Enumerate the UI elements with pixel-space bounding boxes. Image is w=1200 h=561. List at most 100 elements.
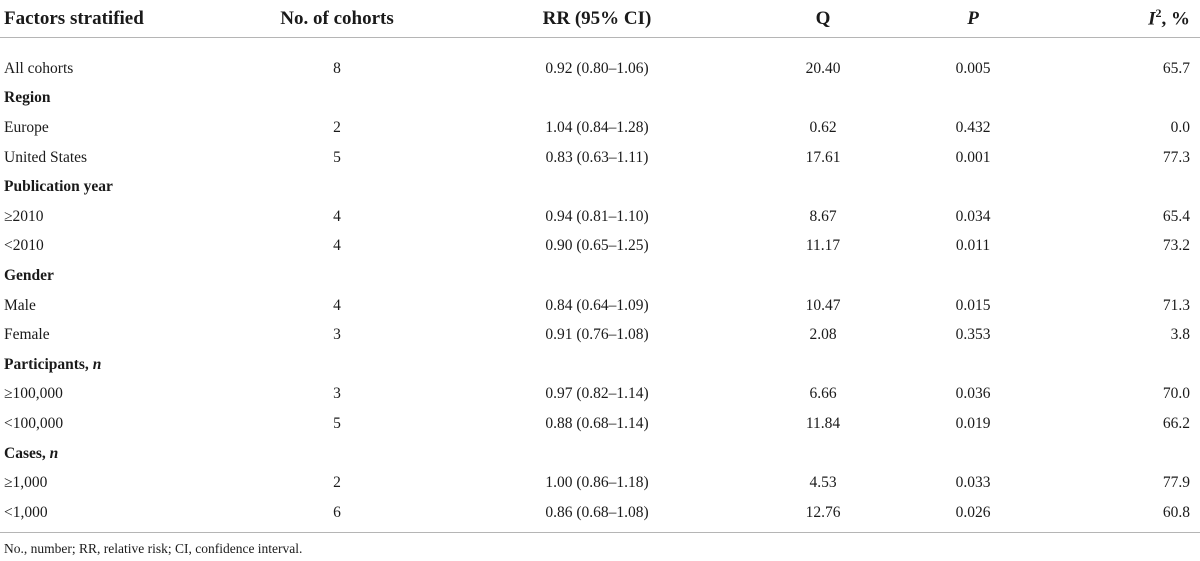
p-cell: 0.353 <box>955 326 991 344</box>
group-label-text: Gender <box>4 266 54 284</box>
rr-cell: 0.84 (0.64–1.09) <box>545 296 649 314</box>
table-row: Female 3 0.91 (0.76–1.08) 2.08 0.353 3.8 <box>0 320 1200 350</box>
table-body: All cohorts 8 0.92 (0.80–1.06) 20.40 0.005 65… <box>0 38 1200 528</box>
header-i2-letter: I <box>1148 8 1156 30</box>
cohorts-cell: 4 <box>333 237 341 255</box>
group-header-row: Publication year <box>0 172 1200 202</box>
table-row: <2010 4 0.90 (0.65–1.25) 11.17 0.011 73.2 <box>0 232 1200 262</box>
cohorts-cell: 5 <box>333 148 341 166</box>
p-cell: 0.015 <box>955 296 991 314</box>
row-label: <2010 <box>4 237 44 255</box>
p-cell: 0.034 <box>955 207 991 225</box>
p-cell: 0.026 <box>955 503 991 521</box>
table-footnote: No., number; RR, relative risk; CI, conf… <box>4 541 303 556</box>
p-cell: 0.005 <box>955 59 991 77</box>
i2-cell: 71.3 <box>1162 296 1190 314</box>
rr-cell: 0.94 (0.81–1.10) <box>545 207 649 225</box>
group-label-text: Cases, <box>4 444 50 462</box>
cohorts-cell: 3 <box>333 326 341 344</box>
group-label: Gender <box>0 261 1200 291</box>
group-header-row: Cases, n <box>0 439 1200 469</box>
group-label: Cases, n <box>0 439 1200 469</box>
group-header-row: Participants, n <box>0 350 1200 380</box>
row-label: <100,000 <box>4 414 64 432</box>
row-label: Male <box>4 296 36 314</box>
row-label: Europe <box>4 118 49 136</box>
header-p: P <box>898 0 1048 38</box>
table-row: <1,000 6 0.86 (0.68–1.08) 12.76 0.026 60.8 <box>0 498 1200 528</box>
q-cell: 11.84 <box>805 414 841 432</box>
i2-cell: 60.8 <box>1162 503 1190 521</box>
rr-cell: 1.04 (0.84–1.28) <box>545 118 649 136</box>
table-row: ≥1,000 2 1.00 (0.86–1.18) 4.53 0.033 77.9 <box>0 468 1200 498</box>
q-cell: 8.67 <box>809 207 837 225</box>
header-i2-sup: 2 <box>1155 6 1162 21</box>
cohorts-cell: 8 <box>333 59 341 77</box>
i2-cell: 3.8 <box>1170 326 1190 344</box>
p-cell: 0.432 <box>955 118 991 136</box>
group-label: Publication year <box>0 172 1200 202</box>
i2-cell: 70.0 <box>1162 385 1190 403</box>
header-i2: I2, % <box>1048 0 1200 38</box>
row-label: <1,000 <box>4 503 48 521</box>
q-cell: 4.53 <box>809 474 837 492</box>
group-label-text: Publication year <box>4 178 113 196</box>
i2-cell: 73.2 <box>1162 237 1190 255</box>
stratified-analysis-table: Factors stratified No. of cohorts RR (95… <box>0 0 1200 528</box>
q-cell: 11.17 <box>805 237 841 255</box>
group-label: Region <box>0 84 1200 114</box>
q-cell: 20.40 <box>805 59 841 77</box>
group-header-row: Gender <box>0 261 1200 291</box>
rr-cell: 0.86 (0.68–1.08) <box>545 503 649 521</box>
rr-cell: 0.88 (0.68–1.14) <box>545 414 649 432</box>
table-row: <100,000 5 0.88 (0.68–1.14) 11.84 0.019 66.2 <box>0 409 1200 439</box>
group-label: Participants, n <box>0 350 1200 380</box>
cohorts-cell: 4 <box>333 296 341 314</box>
i2-cell: 66.2 <box>1162 414 1190 432</box>
row-label: ≥2010 <box>4 207 44 225</box>
table-row: Male 4 0.84 (0.64–1.09) 10.47 0.015 71.3 <box>0 291 1200 321</box>
group-label-text: Region <box>4 89 51 107</box>
p-cell: 0.011 <box>955 237 991 255</box>
rr-cell: 0.92 (0.80–1.06) <box>545 59 649 77</box>
header-p-text: P <box>967 7 979 29</box>
i2-cell: 77.9 <box>1162 474 1190 492</box>
row-label: Female <box>4 326 50 344</box>
rr-cell: 0.91 (0.76–1.08) <box>545 326 649 344</box>
header-rr: RR (95% CI) <box>446 0 748 38</box>
cohorts-cell: 5 <box>333 414 341 432</box>
header-q: Q <box>748 0 898 38</box>
header-i2-suffix: , % <box>1161 8 1191 30</box>
table-header-row: Factors stratified No. of cohorts RR (95… <box>0 0 1200 38</box>
header-cohorts: No. of cohorts <box>228 0 446 38</box>
row-label: ≥1,000 <box>4 474 48 492</box>
table-row: Europe 2 1.04 (0.84–1.28) 0.62 0.432 0.0 <box>0 113 1200 143</box>
rr-cell: 0.97 (0.82–1.14) <box>545 385 649 403</box>
table-row: United States 5 0.83 (0.63–1.11) 17.61 0.001… <box>0 143 1200 173</box>
q-cell: 2.08 <box>809 326 837 344</box>
p-cell: 0.001 <box>955 148 991 166</box>
cohorts-cell: 4 <box>333 207 341 225</box>
row-label: ≥100,000 <box>4 385 63 403</box>
bottom-rule <box>0 532 1200 533</box>
q-cell: 0.62 <box>809 118 837 136</box>
group-label-italic: n <box>49 444 59 462</box>
i2-cell: 65.4 <box>1162 207 1190 225</box>
q-cell: 12.76 <box>805 503 841 521</box>
q-cell: 17.61 <box>805 148 841 166</box>
row-label: United States <box>4 148 88 166</box>
header-factors: Factors stratified <box>0 0 228 38</box>
p-cell: 0.019 <box>955 414 991 432</box>
rr-cell: 0.83 (0.63–1.11) <box>545 148 649 166</box>
i2-cell: 0.0 <box>1170 118 1190 136</box>
cohorts-cell: 6 <box>333 503 341 521</box>
cohorts-cell: 2 <box>333 118 341 136</box>
group-header-row: Region <box>0 84 1200 114</box>
i2-cell: 65.7 <box>1162 59 1190 77</box>
p-cell: 0.036 <box>955 385 991 403</box>
table-row: All cohorts 8 0.92 (0.80–1.06) 20.40 0.005 65… <box>0 38 1200 84</box>
group-label-text: Participants, <box>4 355 93 373</box>
cohorts-cell: 3 <box>333 385 341 403</box>
q-cell: 6.66 <box>809 385 837 403</box>
